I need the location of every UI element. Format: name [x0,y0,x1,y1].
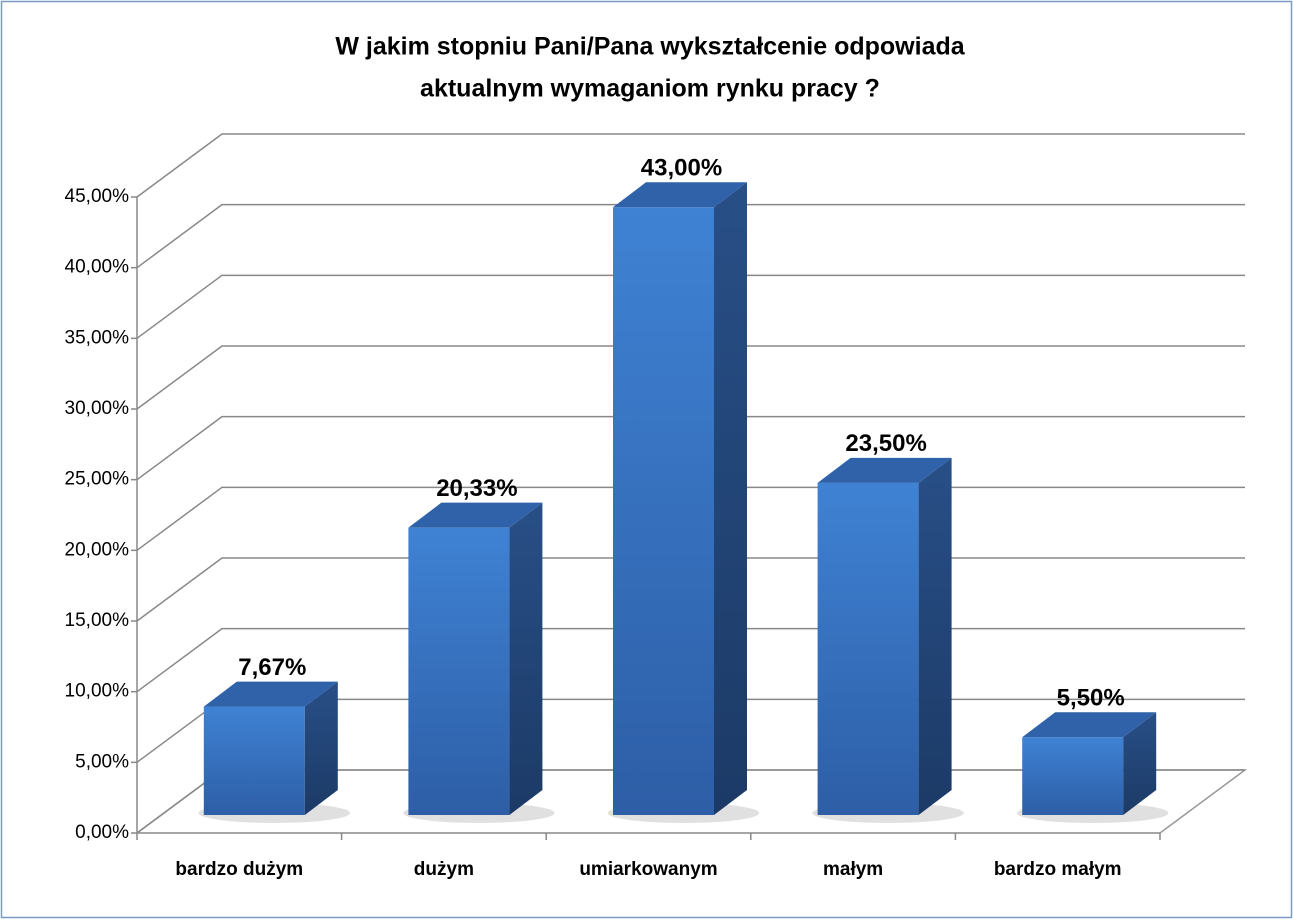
bar [1022,737,1124,815]
y-tick-label: 45,00% [65,186,130,207]
x-tick-label: bardzo dużym [175,859,303,880]
value-label: 7,67% [238,654,306,681]
value-label: 5,50% [1057,685,1125,712]
y-tick-label: 30,00% [65,398,130,419]
bar-top [613,182,747,208]
bar-side [1123,712,1157,815]
y-tick-label: 10,00% [65,681,130,702]
y-tick-label: 40,00% [65,257,130,278]
bar [203,706,305,815]
bar-side [714,182,747,815]
value-label: 23,50% [845,430,926,457]
x-tick-label: dużym [414,859,474,880]
grid-line [136,415,1245,481]
grid-line [136,203,1245,269]
bar-top [817,457,952,483]
bar [408,527,510,815]
y-tick-label: 20,00% [65,539,130,560]
y-tick-label: 5,00% [75,751,129,772]
bar-top [203,681,338,707]
y-tick-label: 25,00% [65,469,130,490]
chart-title: W jakim stopniu Pani/Pana wykształcenie … [335,33,965,61]
bar [613,207,714,815]
bar-top [1022,712,1157,738]
value-label: 43,00% [641,155,722,182]
grid-line [136,345,1245,410]
bar-side [304,681,338,815]
bar [817,482,919,815]
grid-line [136,133,1245,198]
y-tick-label: 35,00% [65,327,130,348]
bar-side [918,457,952,815]
value-label: 20,33% [436,475,517,502]
y-tick-label: 15,00% [65,610,130,631]
bar-side [509,502,543,815]
chart-title: aktualnym wymaganiom rynku pracy ? [420,75,880,103]
grid-line [136,274,1245,339]
x-tick-label: bardzo małym [994,859,1122,880]
x-tick-label: małym [823,859,883,880]
y-tick-label: 0,00% [75,822,129,843]
x-tick-label: umiarkowanym [579,859,717,880]
bar-top [408,502,543,528]
